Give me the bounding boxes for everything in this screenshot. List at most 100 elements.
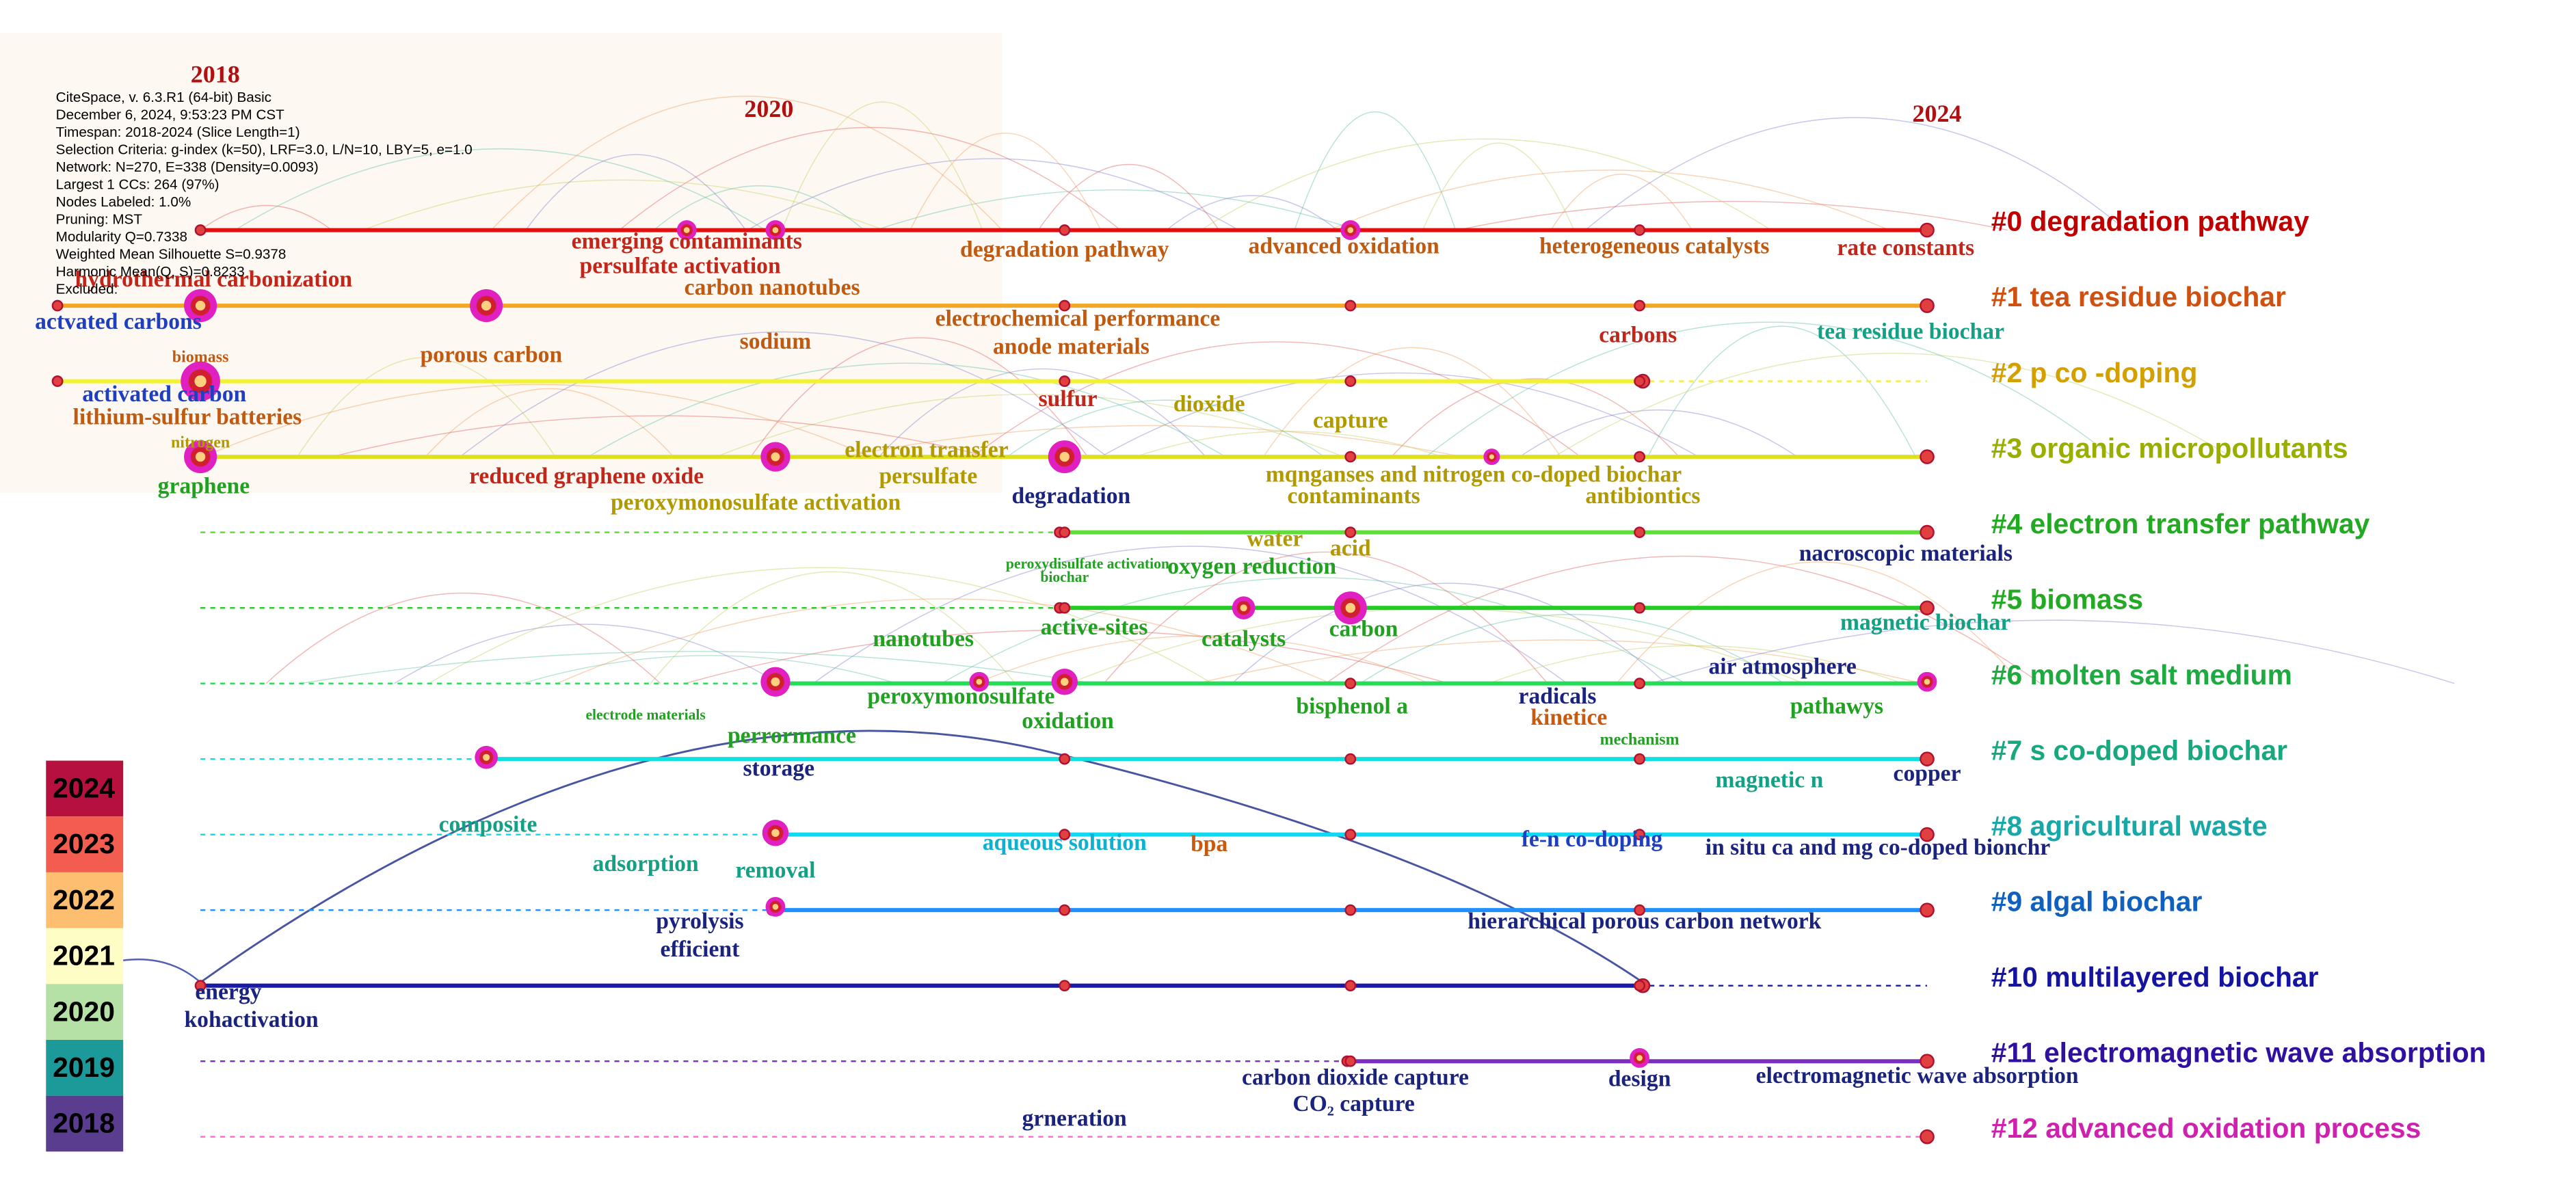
keyword-label: biomass [172, 348, 229, 366]
node [1344, 1055, 1357, 1067]
arc [200, 204, 332, 231]
node-center [195, 300, 206, 311]
arc [716, 394, 1344, 457]
legend-swatch [46, 984, 124, 1040]
node [1344, 829, 1357, 841]
keyword-label: electrode materials [585, 707, 705, 723]
node [1634, 753, 1646, 765]
node [1059, 299, 1071, 312]
arc [1359, 614, 1785, 684]
node [51, 299, 64, 312]
info-line: Selection Criteria: g-index (k=50), LRF=… [56, 142, 473, 158]
legend-swatch [46, 760, 124, 817]
haze [0, 33, 1002, 493]
arc [1616, 561, 2021, 684]
arc [460, 331, 1108, 457]
node [1920, 1129, 1935, 1144]
arc [653, 185, 865, 231]
node [1634, 526, 1646, 539]
node [194, 224, 207, 236]
arc [650, 571, 1016, 684]
legend-swatch [46, 1039, 124, 1096]
keyword-label: kohactivation [184, 1007, 318, 1032]
year-label: 2024 [1912, 100, 1961, 127]
node [1920, 298, 1935, 313]
keyword-label: graphene [158, 473, 250, 498]
node [1920, 751, 1935, 766]
node-center [1489, 454, 1495, 459]
legend-swatch [46, 928, 124, 985]
cluster-label: #5 biomass [1991, 583, 2143, 615]
cluster-label: #2 p co -doping [1991, 357, 2198, 388]
keyword-label: magnetic n [1715, 768, 1823, 793]
keyword-label: design [1608, 1067, 1671, 1092]
cluster-label: #10 multilayered biochar [1991, 961, 2319, 993]
keyword-label: bisphenol a [1296, 693, 1408, 719]
arc [1554, 353, 2231, 457]
keyword-label: heterogeneous catalysts [1539, 234, 1770, 259]
arc [909, 133, 1102, 230]
node-center [1240, 604, 1247, 612]
arc [1519, 409, 1798, 457]
node-center [1636, 1055, 1643, 1061]
node [1634, 904, 1646, 916]
keyword-label: aqueous solution [983, 830, 1147, 855]
legend-label: 2020 [53, 995, 115, 1027]
legend-label: 2018 [53, 1108, 115, 1139]
node [1920, 902, 1935, 918]
keyword-label: removal [735, 858, 815, 883]
keyword-label: radicals [1519, 684, 1597, 709]
node [1059, 753, 1071, 765]
keyword-label: advanced oxidation [1249, 234, 1440, 259]
node-center [1345, 602, 1355, 613]
arc [332, 415, 990, 457]
node [1634, 451, 1646, 463]
legend-label: 2023 [53, 828, 115, 859]
cluster-label: #3 organic micropollutants [1991, 432, 2348, 464]
arc [1100, 372, 1699, 457]
node [1059, 526, 1071, 539]
info-line: Pruning: MST [56, 211, 143, 227]
legend-swatch [46, 816, 124, 872]
node [1344, 678, 1357, 690]
node [1344, 451, 1357, 463]
info-line: Timespan: 2018-2024 (Slice Length=1) [56, 124, 300, 140]
arc [1037, 163, 1220, 230]
keyword-label: pathawys [1790, 693, 1883, 719]
keyword-label: anode materials [993, 334, 1150, 359]
arc [781, 101, 983, 230]
arc [972, 341, 1581, 457]
keyword-label: oxidation [1022, 708, 1114, 734]
keyword-label: air atmosphere [1708, 654, 1856, 680]
year-label: 2020 [744, 95, 793, 122]
keyword-label: mqnganses and nitrogen co-doped biochar [1266, 462, 1682, 487]
arc [525, 154, 747, 230]
keyword-label: activated carbon [82, 381, 246, 407]
keyword-label: magnetic biochar [1840, 610, 2010, 635]
keyword-label: actvated carbons [35, 309, 202, 334]
arc [747, 158, 1239, 231]
node [1344, 375, 1357, 388]
node [1344, 904, 1357, 916]
legend-swatch [46, 1095, 124, 1152]
arc [1007, 399, 1325, 457]
arc [1550, 174, 1693, 230]
keyword-label: copper [1894, 761, 1961, 786]
node [1634, 980, 1646, 992]
keyword-label: sulfur [1039, 386, 1098, 412]
keyword-label: energy [195, 979, 261, 1004]
arc [619, 126, 1121, 231]
keyword-label: pyrolysis [656, 909, 743, 934]
cluster-label: #8 agricultural waste [1991, 810, 2268, 842]
arc [1294, 111, 1457, 230]
info-line: Excluded: [56, 281, 118, 297]
arc [875, 189, 1357, 231]
cluster-label: #11 electromagnetic wave absorption [1991, 1036, 2486, 1068]
keyword-label: water [1247, 526, 1303, 551]
node-center [976, 678, 983, 685]
node [1059, 980, 1071, 992]
node-center [771, 452, 780, 461]
keyword-label: carbons [1599, 322, 1677, 347]
info-line: Weighted Mean Silhouette S=0.9378 [56, 246, 287, 262]
arc [587, 362, 1226, 457]
